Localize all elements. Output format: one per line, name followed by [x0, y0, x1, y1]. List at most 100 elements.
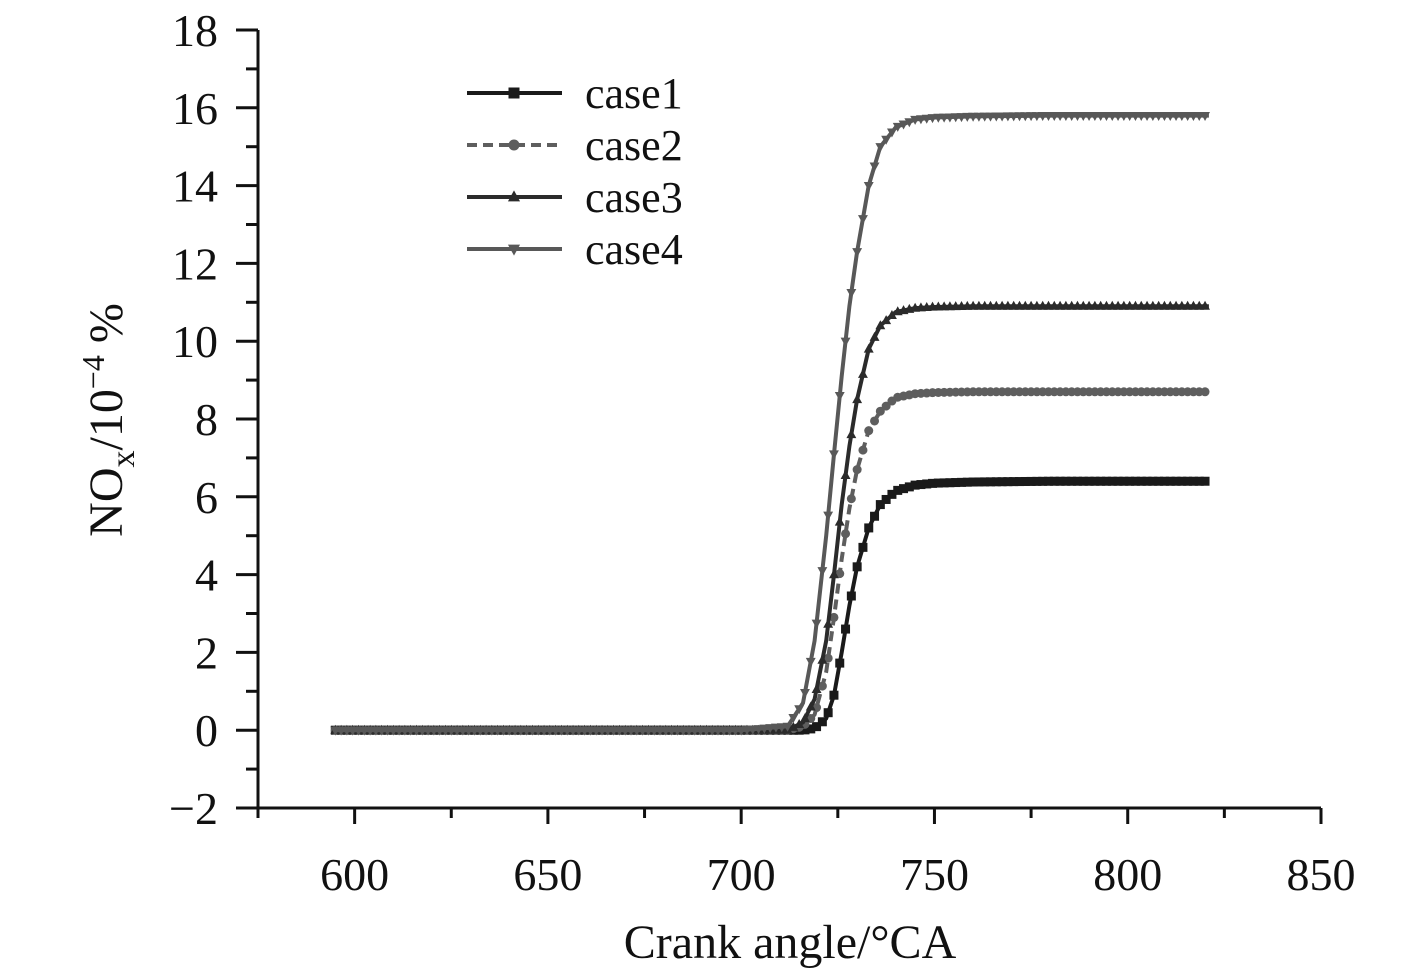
data-point-case4	[881, 135, 892, 145]
y-tick-label: 12	[172, 238, 218, 289]
data-point-case1	[887, 489, 897, 499]
data-point-case4	[904, 118, 915, 128]
x-tick-label: 600	[320, 849, 389, 900]
series-case1	[330, 476, 1210, 735]
data-point-case2	[870, 416, 880, 426]
data-point-case1	[1084, 476, 1094, 486]
data-point-case1	[904, 482, 914, 492]
data-point-case1	[1183, 476, 1193, 486]
y-axis-title-mid: /10	[80, 389, 133, 450]
data-point-case3	[886, 310, 897, 320]
data-point-case1	[1026, 476, 1036, 486]
x-tick-label: 700	[707, 849, 776, 900]
y-axis-title: NOx/10−4 %	[75, 303, 142, 537]
plot-area	[330, 111, 1210, 736]
data-point-case1	[986, 477, 996, 487]
data-point-case2	[841, 529, 851, 539]
data-point-case1	[916, 480, 926, 490]
data-point-case4	[892, 122, 903, 132]
data-point-case3	[805, 701, 816, 711]
data-point-case4	[817, 567, 828, 577]
legend-marker-triangle-down	[507, 244, 521, 256]
data-point-case1	[1188, 476, 1198, 486]
data-point-case2	[823, 653, 833, 663]
data-point-case1	[945, 478, 955, 488]
data-point-case1	[858, 542, 868, 552]
y-tick-label: 16	[172, 83, 218, 134]
data-point-case1	[817, 717, 827, 727]
legend-label: case2	[585, 121, 683, 170]
y-tick-label: 14	[172, 161, 218, 212]
data-point-case1	[852, 562, 862, 572]
data-point-case1	[957, 477, 967, 487]
data-point-case1	[980, 477, 990, 487]
y-axis-title-sup: −4	[75, 355, 111, 389]
data-point-case1	[1043, 476, 1053, 486]
series-case4	[330, 111, 1210, 736]
data-point-case4	[886, 128, 897, 138]
data-point-case1	[846, 591, 856, 601]
data-point-case1	[1136, 476, 1146, 486]
data-point-case3	[857, 368, 868, 378]
data-point-case3	[788, 721, 799, 731]
data-point-case4	[857, 215, 868, 225]
data-point-case2	[881, 401, 891, 411]
data-point-case1	[881, 494, 891, 504]
data-point-case4	[840, 337, 851, 347]
y-axis-title-base: NO	[80, 468, 133, 537]
y-tick-label: 2	[195, 627, 218, 678]
data-point-case1	[1177, 476, 1187, 486]
data-point-case4	[898, 120, 909, 130]
data-point-case1	[1078, 476, 1088, 486]
data-point-case1	[1038, 476, 1048, 486]
y-tick-label: 0	[195, 705, 218, 756]
data-point-case1	[1055, 476, 1065, 486]
data-point-case1	[1194, 476, 1204, 486]
y-tick-label: 8	[195, 394, 218, 445]
data-point-case1	[1113, 476, 1123, 486]
data-point-case1	[1067, 476, 1077, 486]
data-point-case1	[1090, 476, 1100, 486]
data-point-case1	[1003, 477, 1013, 487]
data-point-case1	[841, 624, 851, 634]
data-point-case3	[811, 683, 822, 693]
data-point-case1	[928, 478, 938, 488]
data-point-case3	[869, 331, 880, 341]
data-point-case1	[1061, 476, 1071, 486]
data-point-case3	[800, 713, 810, 723]
data-point-case3	[829, 569, 839, 579]
data-point-case1	[899, 484, 909, 494]
data-point-case4	[805, 657, 816, 667]
data-point-case1	[1148, 476, 1158, 486]
data-point-case1	[1020, 476, 1030, 486]
data-point-case1	[1119, 476, 1129, 486]
data-point-case1	[991, 477, 1001, 487]
data-point-case1	[968, 477, 978, 487]
series-case2	[330, 387, 1210, 735]
axes: −2 0 2 4 6 8 10 12 14 16 18 600 650 700 750 800 850	[169, 5, 1355, 900]
data-point-case3	[846, 429, 857, 439]
legend-label: case3	[585, 173, 683, 222]
data-point-case1	[806, 724, 816, 734]
series-line-case2	[335, 389, 1209, 733]
data-point-case1	[1032, 476, 1042, 486]
data-point-case2	[829, 612, 839, 622]
data-point-case1	[864, 523, 874, 533]
data-point-case1	[1165, 476, 1175, 486]
data-point-case4	[811, 619, 822, 629]
data-point-case4	[875, 143, 886, 153]
data-point-case4	[834, 392, 845, 402]
legend-item-case2: case2	[467, 121, 683, 170]
y-axis-title-unit: %	[80, 303, 133, 355]
series-line-case3	[335, 304, 1209, 733]
data-point-case2	[858, 445, 868, 455]
x-tick-label: 750	[900, 849, 969, 900]
data-point-case3	[863, 343, 874, 353]
legend-item-case1: case1	[467, 69, 683, 118]
data-point-case1	[893, 485, 903, 495]
data-point-case1	[974, 477, 984, 487]
data-point-case1	[875, 500, 885, 510]
data-point-case1	[835, 658, 845, 668]
data-point-case3	[840, 470, 851, 480]
y-tick-label: 10	[172, 316, 218, 367]
